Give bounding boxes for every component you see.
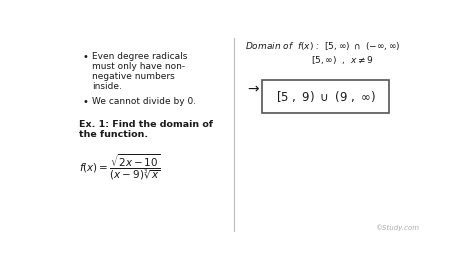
Text: Domain of  $f(x)$ :  $[5,\infty)\ \cap\ (-\infty,\infty)$: Domain of $f(x)$ : $[5,\infty)\ \cap\ (-…	[245, 40, 401, 52]
Text: •: •	[82, 97, 88, 107]
Text: Even degree radicals: Even degree radicals	[92, 52, 187, 61]
Text: must only have non-: must only have non-	[92, 62, 185, 71]
Text: Ex. 1: Find the domain of: Ex. 1: Find the domain of	[79, 120, 213, 129]
Text: •: •	[82, 52, 88, 62]
Text: $[5\ ,\ 9)\ \cup\ (9\ ,\ \infty)$: $[5\ ,\ 9)\ \cup\ (9\ ,\ \infty)$	[276, 89, 376, 104]
FancyBboxPatch shape	[262, 80, 390, 113]
Text: $f(x) = \dfrac{\sqrt{2x-10}}{(x-9)\sqrt[3]{x}}$: $f(x) = \dfrac{\sqrt{2x-10}}{(x-9)\sqrt[…	[79, 152, 160, 182]
Text: the function.: the function.	[79, 131, 148, 139]
Text: $[5,\infty)$  ,  $x\neq9$: $[5,\infty)$ , $x\neq9$	[311, 54, 374, 66]
Text: We cannot divide by 0.: We cannot divide by 0.	[92, 97, 196, 106]
Text: $\rightarrow$: $\rightarrow$	[245, 82, 261, 96]
Text: negative numbers: negative numbers	[92, 72, 174, 81]
Text: inside.: inside.	[92, 82, 122, 91]
Text: ©Study.com: ©Study.com	[375, 224, 419, 231]
